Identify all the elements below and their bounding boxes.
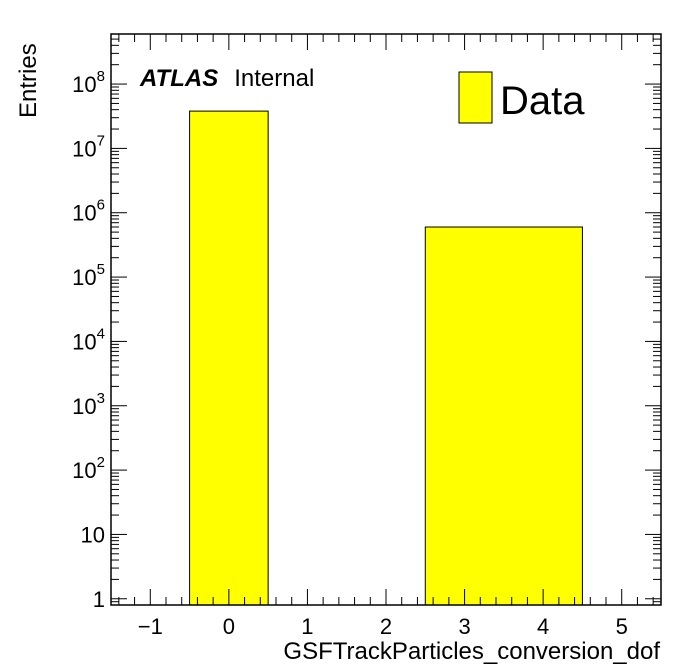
- y-tick-label: 1: [93, 587, 105, 612]
- legend-swatch: [458, 71, 493, 124]
- tick-labels-group: −1 0 1 2 3 4 5 1 10 102 103 104 105 106 107 108: [72, 68, 628, 639]
- legend-label: Data: [500, 79, 585, 123]
- atlas-label: ATLAS Internal: [139, 65, 314, 92]
- x-tick-label: 3: [458, 614, 470, 639]
- y-tick-label: 106: [72, 197, 105, 226]
- ticks-group: [111, 33, 661, 606]
- atlas-experiment: ATLAS: [139, 65, 218, 92]
- x-tick-label: 4: [537, 614, 549, 639]
- y-tick-label: 102: [72, 454, 105, 483]
- x-tick-label: 5: [616, 614, 628, 639]
- y-tick-label: 103: [72, 390, 105, 419]
- y-tick-label: 104: [72, 325, 105, 354]
- x-axis-title: GSFTrackParticles_conversion_dof: [283, 638, 660, 665]
- bars-group: [189, 110, 583, 606]
- bar-0: [189, 110, 269, 606]
- x-tick-label: 1: [301, 614, 313, 639]
- y-tick-label: 10: [81, 522, 105, 547]
- x-tick-label: −1: [138, 614, 163, 639]
- bar-1: [424, 226, 583, 606]
- y-tick-label: 105: [72, 261, 105, 290]
- x-tick-label: 2: [380, 614, 392, 639]
- atlas-status: Internal: [234, 65, 314, 92]
- y-tick-label: 108: [72, 68, 105, 97]
- x-tick-label: 0: [223, 614, 235, 639]
- y-axis-title: Entries: [15, 43, 42, 118]
- y-tick-label: 107: [72, 132, 105, 161]
